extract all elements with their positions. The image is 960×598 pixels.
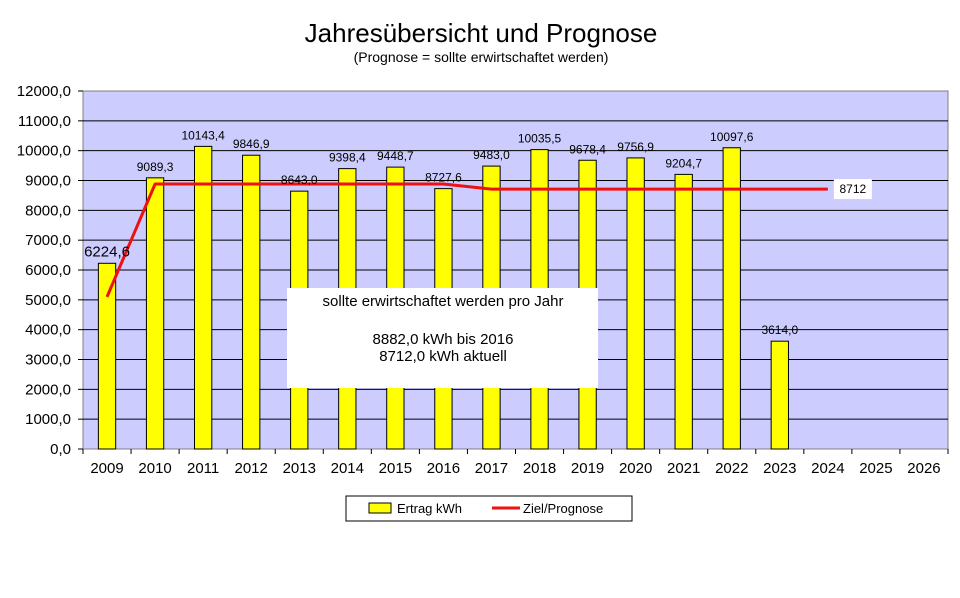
bar-label-2015: 9448,7 <box>377 149 414 163</box>
bar-label-2021: 9204,7 <box>665 156 702 170</box>
bar-label-2022: 10097,6 <box>710 130 754 144</box>
x-tick-label: 2011 <box>187 460 219 477</box>
x-tick-label: 2016 <box>427 460 460 477</box>
bar-2022 <box>722 147 741 450</box>
annotation-line-3: 8712,0 kWh aktuell <box>379 348 507 365</box>
bar-label-2009: 6224,6 <box>84 243 130 260</box>
x-tick-label: 2018 <box>523 460 556 477</box>
x-tick-label: 2024 <box>811 460 844 477</box>
x-tick-label: 2012 <box>235 460 268 477</box>
bar-label-2017: 9483,0 <box>473 148 510 162</box>
bar-2012 <box>242 154 261 450</box>
annotation-box: sollte erwirtschaftet werden pro Jahr 88… <box>287 288 598 388</box>
y-tick-label: 5000,0 <box>25 292 71 309</box>
bar-label-2020: 9756,9 <box>617 140 654 154</box>
chart-subtitle: (Prognose = sollte erwirtschaftet werden… <box>354 49 609 65</box>
bar-label-2016: 8727,6 <box>425 171 462 185</box>
bar-label-2013: 8643,0 <box>281 173 318 187</box>
y-tick-label: 2000,0 <box>25 381 71 398</box>
x-tick-label: 2015 <box>379 460 412 477</box>
bar-data-labels: 6224,6 9089,3 10143,4 9846,9 8643,0 9398,4 944… <box>84 128 798 337</box>
x-tick-label: 2022 <box>715 460 748 477</box>
y-tick-label: 6000,0 <box>25 262 71 279</box>
gridlines <box>83 120 948 420</box>
bar-2011 <box>193 145 213 450</box>
bar-2020 <box>626 157 645 450</box>
x-axis: 2009 2010 2011 2012 2013 2014 2015 2016 2017 2018… <box>82 449 949 477</box>
x-tick-label: 2014 <box>331 460 364 477</box>
bar-2023 <box>770 340 789 450</box>
ziel-end-label-box <box>833 179 872 200</box>
bar-label-2012: 9846,9 <box>233 137 270 151</box>
y-tick-label: 9000,0 <box>25 173 71 190</box>
y-axis: 0,0 1000,0 2000,0 3000,0 4000,0 5000,0 6000,0 7… <box>17 83 83 458</box>
x-tick-label: 2020 <box>619 460 652 477</box>
bar-2010 <box>145 177 165 450</box>
y-tick-label: 8000,0 <box>25 202 71 219</box>
y-tick-label: 7000,0 <box>25 232 71 249</box>
legend-label-ertrag: Ertrag kWh <box>397 501 462 516</box>
y-tick-label: 11000,0 <box>18 113 71 130</box>
bar-label-2014: 9398,4 <box>329 151 366 165</box>
y-tick-label: 0,0 <box>50 441 71 458</box>
legend-label-ziel: Ziel/Prognose <box>523 501 603 516</box>
bar-2009 <box>97 262 117 450</box>
ziel-line <box>105 182 828 298</box>
x-tick-label: 2026 <box>907 460 940 477</box>
legend-swatch-ertrag <box>368 502 392 514</box>
ziel-end-label: 8712 <box>840 182 867 196</box>
x-tick-label: 2019 <box>571 460 604 477</box>
bar-label-2018: 10035,5 <box>518 132 562 146</box>
y-tick-label: 3000,0 <box>25 352 71 369</box>
bar-label-2010: 9089,3 <box>137 160 174 174</box>
annotation-line-2: 8882,0 kWh bis 2016 <box>373 331 514 348</box>
bar-label-2011: 10143,4 <box>181 128 225 142</box>
bar-2021 <box>674 173 693 450</box>
x-tick-label: 2025 <box>859 460 892 477</box>
annotation-line-1: sollte erwirtschaftet werden pro Jahr <box>323 293 564 310</box>
y-tick-label: 1000,0 <box>25 411 71 428</box>
chart-title: Jahresübersicht und Prognose <box>305 18 658 48</box>
x-tick-label: 2023 <box>763 460 796 477</box>
x-tick-label: 2017 <box>475 460 508 477</box>
line-series-ziel: 8712 <box>105 179 872 298</box>
legend: Ertrag kWh Ziel/Prognose <box>345 495 633 522</box>
x-tick-label: 2021 <box>667 460 700 477</box>
x-tick-label: 2013 <box>283 460 316 477</box>
y-tick-label: 10000,0 <box>17 143 71 160</box>
bar-label-2023: 3614,0 <box>761 323 798 337</box>
x-tick-label: 2009 <box>90 460 123 477</box>
bar-label-2019: 9678,4 <box>569 142 606 156</box>
x-tick-label: 2010 <box>138 460 171 477</box>
y-tick-label: 12000,0 <box>17 83 71 100</box>
y-tick-label: 4000,0 <box>25 322 71 339</box>
